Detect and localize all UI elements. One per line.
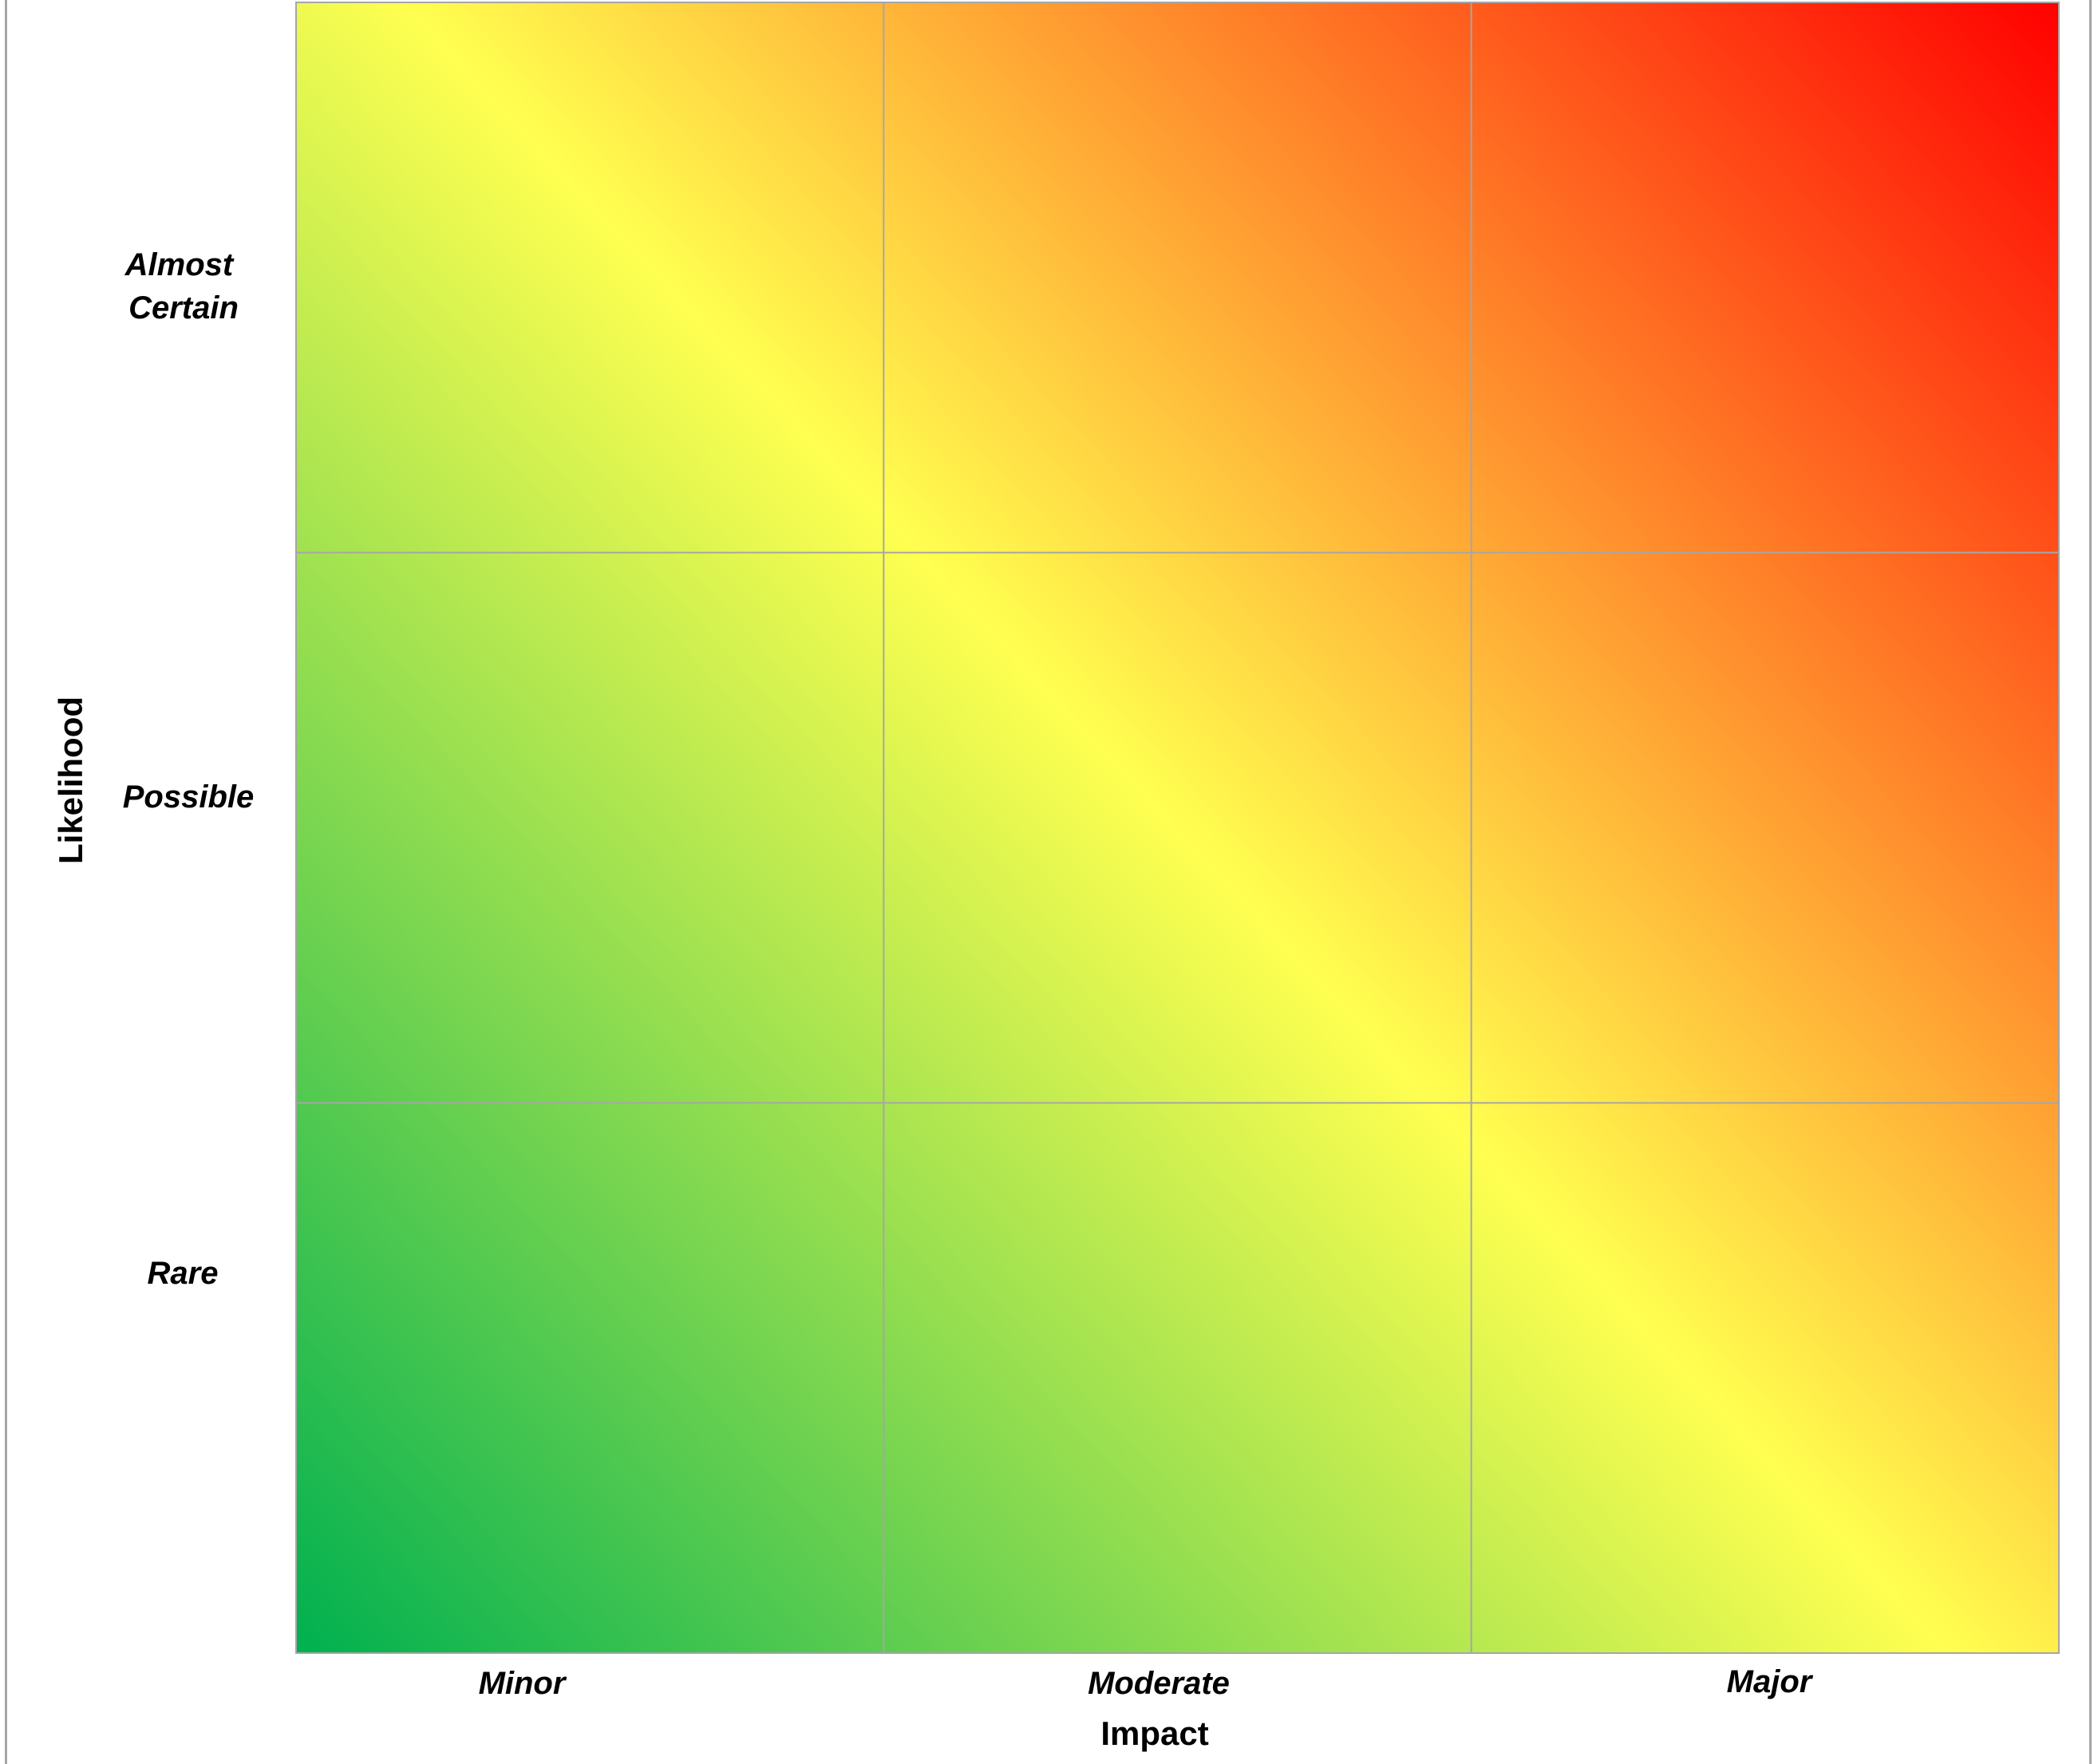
page-right-border — [2089, 0, 2092, 1764]
y-tick-label: Almost Certain — [124, 247, 243, 326]
y-axis-ticks: Almost Certain Possible Rare — [123, 247, 255, 1291]
x-axis-ticks: Minor Moderate Major — [479, 1664, 1814, 1701]
y-tick-label: Possible — [123, 779, 255, 815]
x-axis-title: Impact — [1100, 1715, 1208, 1752]
y-tick-label-line: Certain — [128, 290, 239, 326]
x-tick-label: Moderate — [1088, 1666, 1230, 1701]
x-tick-label: Major — [1727, 1664, 1814, 1699]
y-tick-label: Rare — [148, 1256, 219, 1291]
page-left-border — [5, 0, 7, 1764]
y-tick-label-line: Almost — [124, 247, 235, 282]
y-axis-title: Likelihood — [52, 697, 89, 864]
grid-lines — [296, 2, 2059, 1653]
x-tick-label: Minor — [479, 1666, 567, 1701]
plot-area — [295, 2, 2060, 1654]
